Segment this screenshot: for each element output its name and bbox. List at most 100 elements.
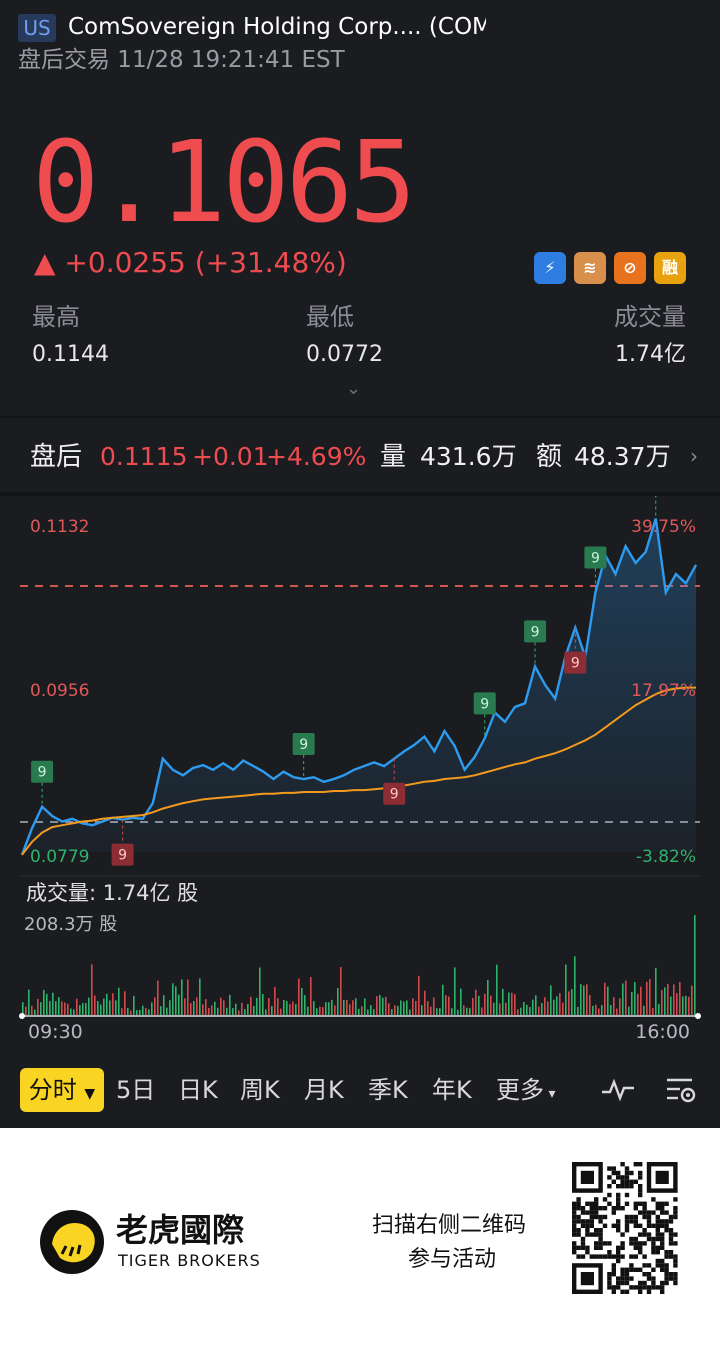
stack-a-icon[interactable]: ≋ <box>574 252 606 284</box>
volume-bar <box>37 998 39 1015</box>
volume-bar <box>691 985 693 1015</box>
volume-bar <box>22 1002 24 1015</box>
volume-bar <box>241 1002 243 1015</box>
y-label-low: 0.0779 <box>30 847 89 867</box>
tab-5day[interactable]: 5日 <box>116 1076 156 1104</box>
high-label: 最高 <box>32 303 80 331</box>
volume-bar <box>487 979 489 1015</box>
volume-bar <box>439 1008 441 1015</box>
volume-bar <box>196 997 198 1015</box>
volume-bar <box>643 1005 645 1015</box>
signal-marker-label: 9 <box>38 765 47 781</box>
expand-chevron-icon[interactable]: ⌄ <box>346 378 362 399</box>
volume-bar <box>199 978 201 1015</box>
volume-bar <box>319 1006 321 1015</box>
indicator-icon[interactable] <box>600 1076 636 1104</box>
volume-bar <box>496 964 498 1015</box>
margin-icon[interactable]: 融 <box>654 252 686 284</box>
volume-bar <box>91 964 93 1015</box>
volume-bar <box>340 967 342 1015</box>
volume-bar <box>217 1007 219 1015</box>
volume-bar <box>34 1009 36 1015</box>
volume-bar <box>100 1004 102 1015</box>
stock-title: ComSovereign Holding Corp.... (COMS <box>68 14 486 40</box>
volume-bar <box>103 998 105 1015</box>
after-hours-vol-label: 量 <box>380 442 407 472</box>
volume-bar <box>385 996 387 1015</box>
volume-bar <box>412 998 414 1015</box>
volume-bar <box>478 995 480 1015</box>
volume-bar <box>406 1000 408 1015</box>
after-hours-percent: +4.69% <box>266 442 367 471</box>
volume-bar <box>649 979 651 1015</box>
volume-bar <box>409 1009 411 1015</box>
volume-bar <box>547 1001 549 1015</box>
lightning-level1-icon[interactable]: ⚡ <box>534 252 566 284</box>
signal-marker-label: 9 <box>571 656 580 672</box>
volume-bar <box>262 993 264 1015</box>
volume-bar <box>163 995 165 1015</box>
chart-settings-icon[interactable] <box>664 1074 698 1106</box>
volume-bar <box>166 1007 168 1015</box>
axis-end-dot <box>695 1013 701 1019</box>
volume-bar <box>172 983 174 1015</box>
stock-detail-screen: US ComSovereign Holding Corp.... (COMS 盘… <box>0 0 720 1128</box>
volume-bar <box>646 981 648 1015</box>
tab-intraday[interactable]: 分时 ▼ <box>20 1068 104 1112</box>
signal-marker-label: 9 <box>480 696 489 712</box>
volume-bar <box>49 1001 51 1015</box>
volume-bar <box>97 1001 99 1015</box>
volume-bar <box>571 989 573 1015</box>
divider <box>0 492 720 496</box>
volume-bar <box>124 991 126 1015</box>
y-label-high: 0.1132 <box>30 517 89 537</box>
volume-bar <box>148 1009 150 1015</box>
buy-signal-marker: 9 <box>524 620 547 667</box>
qr-code-icon[interactable] <box>572 1162 678 1294</box>
volume-bar <box>331 999 333 1015</box>
volume-bar <box>64 1002 66 1015</box>
volume-bar <box>52 992 54 1015</box>
volume-bar <box>427 1001 429 1015</box>
volume-bar <box>193 1001 195 1015</box>
volume-bar <box>622 983 624 1015</box>
tab-quarterly-k[interactable]: 季K <box>368 1076 408 1104</box>
intraday-chart[interactable]: 9 9 9 9 9 9 9 9 9 0.1132 0.0956 0.0779 39.75% 17… <box>0 496 720 1056</box>
tab-weekly-k[interactable]: 周K <box>240 1076 280 1104</box>
tab-monthly-k[interactable]: 月K <box>304 1076 344 1104</box>
chevron-right-icon[interactable]: › <box>690 444 698 468</box>
tab-daily-k[interactable]: 日K <box>178 1076 218 1104</box>
volume-bar <box>250 996 252 1015</box>
volume-bar <box>556 996 558 1015</box>
brand-name-cn: 老虎國際 <box>116 1211 245 1249</box>
price-area-fill <box>22 518 696 855</box>
volume-bar <box>109 1000 111 1015</box>
volume-bar <box>373 1009 375 1015</box>
volume-bar <box>688 996 690 1015</box>
volume-bar <box>493 1002 495 1015</box>
last-price: 0.1065 <box>32 118 417 248</box>
sell-signal-marker: 9 <box>564 627 587 674</box>
volume-bar <box>58 997 60 1015</box>
volume-bar <box>343 1000 345 1015</box>
volume-bar <box>667 983 669 1015</box>
tab-yearly-k[interactable]: 年K <box>432 1076 472 1104</box>
volume-bar <box>211 1005 213 1015</box>
volume-bar <box>619 998 621 1015</box>
brand-name-en: TIGER BROKERS <box>118 1251 261 1270</box>
volume-bar <box>523 1002 525 1015</box>
no-short-icon[interactable]: ⊘ <box>614 252 646 284</box>
volume-bar <box>448 996 450 1015</box>
volume-bar <box>514 994 516 1015</box>
volume-bar <box>694 915 696 1015</box>
after-hours-price: 0.1115 <box>100 442 188 471</box>
tab-more[interactable]: 更多 ▾ <box>496 1076 556 1104</box>
volume-bar <box>307 1006 309 1015</box>
volume-bar <box>616 1008 618 1015</box>
volume-bar <box>337 988 339 1015</box>
volume-bar <box>541 1003 543 1015</box>
volume-bar <box>142 1005 144 1015</box>
buy-signal-marker: 9 <box>584 546 607 593</box>
sell-signal-marker: 9 <box>111 819 134 866</box>
volume-bar <box>67 1003 69 1015</box>
